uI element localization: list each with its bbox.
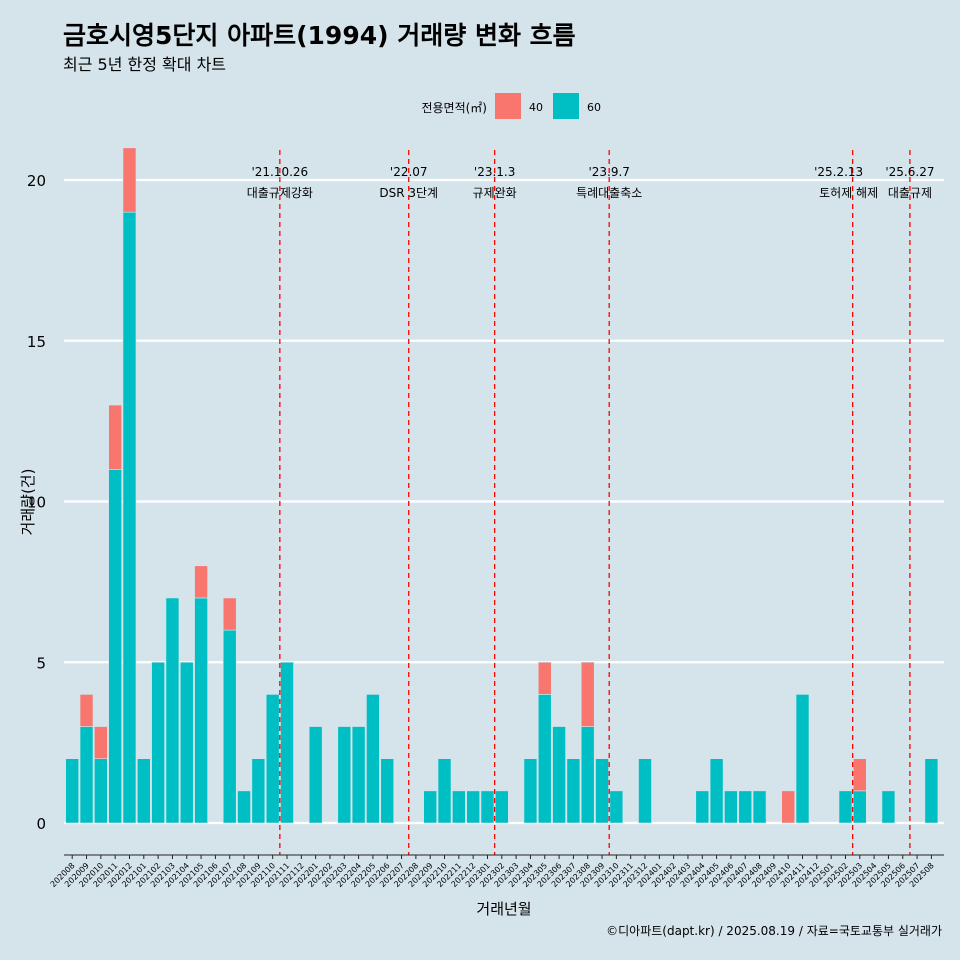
bar-60-202206 (380, 758, 395, 824)
y-tick-label: 10 (27, 494, 46, 512)
bar-40-202308 (580, 661, 595, 727)
event-label: DSR 3단계 (379, 186, 438, 200)
event-date: '23.9.7 (588, 165, 629, 179)
event-label: 대출규제 (888, 186, 932, 200)
bar-60-202103 (165, 597, 180, 824)
bar-60-202009 (79, 726, 94, 824)
bar-60-202305 (537, 694, 552, 824)
event-label: 특례대출축소 (576, 186, 642, 200)
legend: 전용면적(㎡) 40 60 (421, 93, 601, 119)
bar-60-202101 (137, 758, 151, 824)
bar-60-202306 (552, 726, 566, 824)
bar-40-202010 (94, 726, 108, 759)
bar-40-202503 (852, 758, 867, 792)
bar-60-202212 (466, 790, 480, 824)
bar-60-202309 (595, 758, 609, 824)
bar-60-202508 (924, 758, 939, 824)
y-tick-label: 15 (27, 333, 46, 351)
event-label: 토허제 해제 (819, 186, 878, 200)
bar-60-202406 (724, 790, 738, 824)
bar-60-202209 (423, 790, 438, 824)
y-axis-label: 거래량(건) (19, 469, 37, 536)
event-label: 규제완화 (473, 186, 517, 200)
bar-60-202203 (337, 726, 352, 824)
chart-title: 금호시영5단지 아파트(1994) 거래량 변화 흐름 (63, 21, 576, 50)
chart-subtitle: 최근 5년 한정 확대 차트 (63, 55, 226, 74)
bar-60-202105 (194, 597, 208, 824)
bar-60-202308 (580, 726, 595, 824)
bar-60-202008 (65, 758, 79, 824)
event-date: '22.07 (390, 165, 428, 179)
bar-40-202107 (222, 597, 237, 631)
bar-60-202502 (838, 790, 853, 824)
bar-40-202305 (537, 661, 552, 695)
bar-60-202108 (237, 790, 251, 824)
bar-60-202405 (709, 758, 724, 824)
legend-label-40: 40 (529, 101, 543, 114)
bar-60-202205 (366, 694, 380, 824)
bar-60-202102 (151, 661, 165, 824)
event-date: '23.1.3 (474, 165, 515, 179)
event-label: 대출규제강화 (247, 186, 313, 200)
y-tick-label: 20 (27, 172, 46, 190)
bar-60-202505 (881, 790, 896, 824)
legend-swatch-40 (495, 93, 521, 119)
bar-60-202010 (94, 758, 108, 824)
bar-60-202012 (122, 211, 137, 824)
legend-label-60: 60 (587, 101, 601, 114)
bar-60-202111 (280, 661, 294, 824)
event-date: '25.2.13 (814, 165, 863, 179)
bar-60-202310 (609, 790, 624, 824)
bar-60-202107 (222, 629, 237, 824)
bar-60-202104 (179, 661, 194, 824)
bar-60-202411 (795, 694, 810, 824)
bars (65, 147, 939, 824)
bar-60-202503 (852, 790, 867, 824)
bar-60-202204 (351, 726, 366, 824)
bar-60-202301 (480, 790, 495, 824)
legend-swatch-60 (553, 93, 579, 119)
event-date: '21.10.26 (251, 165, 308, 179)
bar-60-202302 (494, 790, 509, 824)
bar-60-202304 (523, 758, 538, 824)
event-date: '25.6.27 (885, 165, 934, 179)
bar-60-202404 (695, 790, 710, 824)
bar-60-202408 (752, 790, 767, 824)
bar-60-202312 (638, 758, 652, 824)
y-axis-ticks: 0 5 10 15 20 (27, 172, 46, 833)
event-markers: '21.10.26 대출규제강화 '22.07 DSR 3단계 '23.1.3 규제완화 '… (247, 150, 934, 855)
bar-40-202011 (108, 404, 122, 470)
caption: ©디아파트(dapt.kr) / 2025.08.19 / 자료=국토교통부 실… (606, 924, 942, 938)
bar-60-202201 (308, 726, 323, 824)
x-axis-label: 거래년월 (476, 900, 531, 918)
bar-40-202009 (79, 694, 94, 727)
bar-60-202407 (738, 790, 753, 824)
bar-60-202307 (566, 758, 581, 824)
bar-40-202105 (194, 565, 208, 599)
bar-60-202109 (251, 758, 266, 824)
bar-60-202110 (265, 694, 280, 824)
bar-60-202211 (452, 790, 466, 824)
bar-60-202210 (437, 758, 452, 824)
y-tick-label: 0 (36, 815, 46, 833)
y-tick-label: 5 (36, 654, 46, 672)
bar-40-202410 (781, 790, 796, 824)
bar-60-202011 (108, 469, 122, 824)
x-axis: 2020082020092020102020112020122021012021… (49, 854, 944, 889)
legend-title: 전용면적(㎡) (421, 101, 487, 115)
bar-40-202012 (122, 147, 137, 213)
